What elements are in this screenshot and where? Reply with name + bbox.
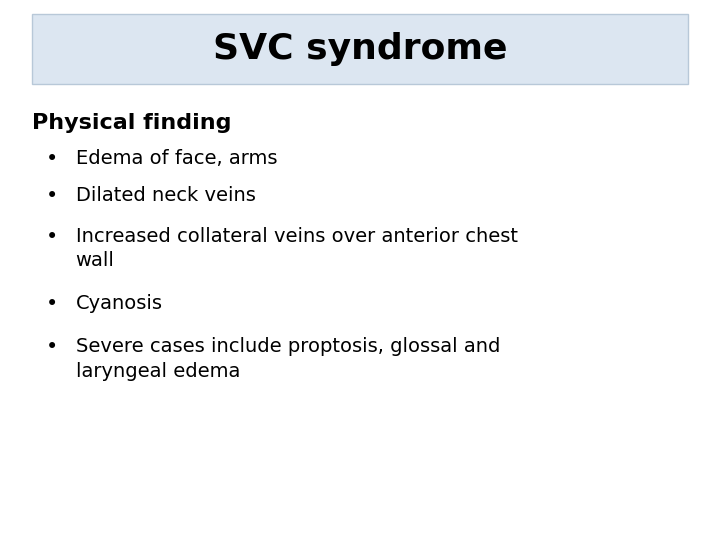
Text: Increased collateral veins over anterior chest
wall: Increased collateral veins over anterior… bbox=[76, 227, 518, 270]
FancyBboxPatch shape bbox=[32, 14, 688, 84]
Text: Dilated neck veins: Dilated neck veins bbox=[76, 186, 256, 205]
Text: Cyanosis: Cyanosis bbox=[76, 294, 163, 313]
Text: •: • bbox=[45, 338, 58, 357]
Text: •: • bbox=[45, 186, 58, 206]
Text: Physical finding: Physical finding bbox=[32, 113, 232, 133]
Text: •: • bbox=[45, 148, 58, 168]
Text: •: • bbox=[45, 227, 58, 247]
Text: •: • bbox=[45, 294, 58, 314]
Text: Edema of face, arms: Edema of face, arms bbox=[76, 148, 277, 167]
Text: SVC syndrome: SVC syndrome bbox=[212, 32, 508, 65]
Text: Severe cases include proptosis, glossal and
laryngeal edema: Severe cases include proptosis, glossal … bbox=[76, 338, 500, 381]
